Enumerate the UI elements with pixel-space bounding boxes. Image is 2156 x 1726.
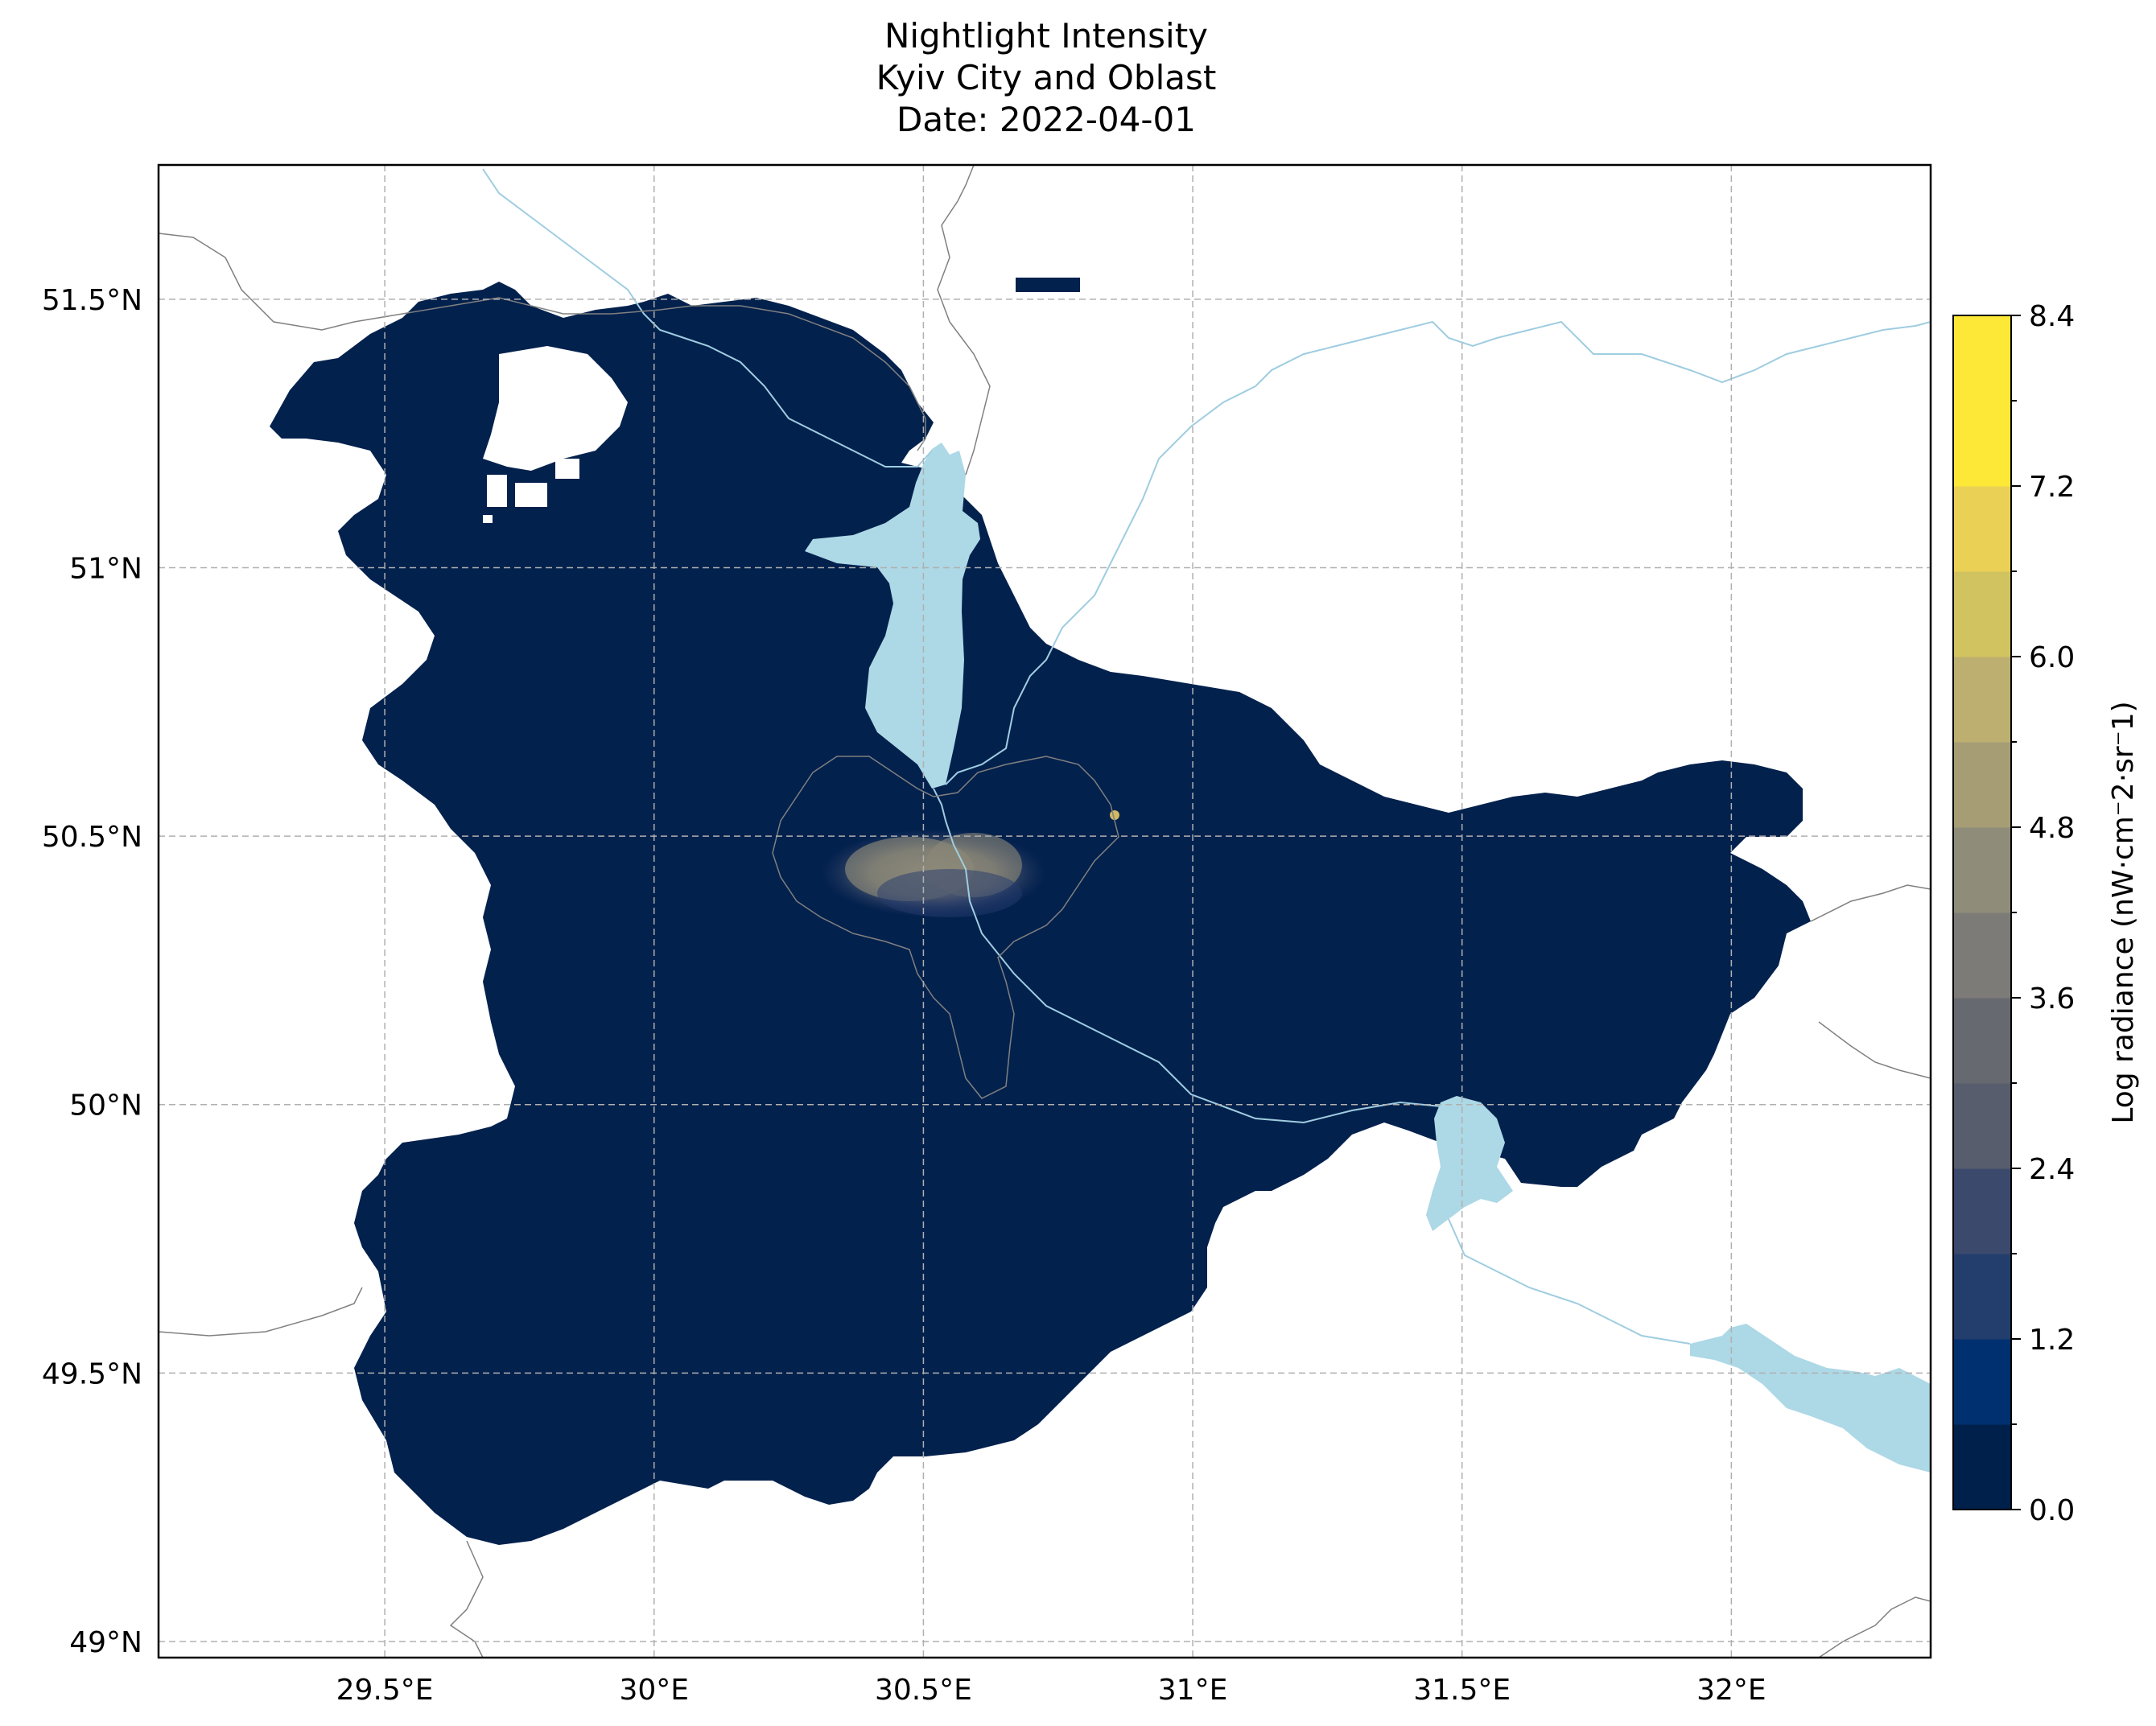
lat-tick-label: 49°N: [69, 1626, 142, 1659]
lon-tick-label: 31.5°E: [1413, 1674, 1511, 1707]
colorbar-bin: [1953, 998, 2011, 1084]
map-frame: [157, 163, 1932, 1659]
colorbar-bin: [1953, 827, 2011, 913]
no-data-patches: [483, 346, 628, 523]
colorbar-tick-label: 6.0: [2029, 641, 2075, 674]
colorbar-bin: [1953, 1424, 2011, 1510]
lat-tick-label: 50°N: [69, 1090, 142, 1123]
colorbar: [1953, 315, 2011, 1510]
colorbar-bin: [1953, 315, 2011, 402]
map-title-line3: Date: 2022-04-01: [897, 100, 1196, 139]
lon-tick-labels: 29.5°E 30°E 30.5°E 31°E 31.5°E 32°E: [336, 1674, 1766, 1707]
colorbar-tick-label: 3.6: [2029, 982, 2075, 1015]
colorbar-bin: [1953, 571, 2011, 657]
lat-tick-label: 51°N: [69, 552, 142, 585]
map-title-line1: Nightlight Intensity: [884, 16, 1209, 56]
rivers: [482, 168, 1931, 1345]
colorbar-bin: [1953, 657, 2011, 743]
lon-tick-label: 30°E: [619, 1674, 689, 1707]
colorbar-bin: [1953, 1254, 2011, 1340]
colorbar-tick-label: 4.8: [2029, 812, 2075, 845]
colorbar-bin: [1953, 742, 2011, 828]
kaniv-reservoir: [1426, 1096, 1513, 1231]
borders: [159, 165, 1931, 1658]
colorbar-bin: [1953, 1168, 2011, 1254]
colorbar-bin: [1953, 912, 2011, 999]
lon-tick-label: 30.5°E: [875, 1674, 972, 1707]
colorbar-label: Log radiance (nW·cm⁻2·sr⁻1): [2107, 701, 2140, 1123]
lat-tick-labels: 49°N 49.5°N 50°N 50.5°N 51°N 51.5°N: [42, 284, 142, 1659]
colorbar-ticks: 0.0 1.2 2.4 3.6 4.8 6.0 7.2 8.4: [2011, 300, 2075, 1527]
gridlines: [159, 165, 1931, 1658]
colorbar-bin: [1953, 486, 2011, 572]
lon-tick-label: 31°E: [1158, 1674, 1228, 1707]
lon-tick-label: 29.5°E: [336, 1674, 434, 1707]
map-title-line2: Kyiv City and Oblast: [876, 58, 1217, 97]
colorbar-tick-label: 1.2: [2029, 1324, 2075, 1357]
lat-tick-label: 51.5°N: [42, 284, 142, 317]
lat-tick-label: 49.5°N: [42, 1357, 142, 1390]
colorbar-tick-label: 0.0: [2029, 1494, 2075, 1527]
colorbar-tick-label: 7.2: [2029, 471, 2075, 504]
oblast-patch: [1016, 278, 1080, 292]
lat-tick-label: 50.5°N: [42, 821, 142, 854]
kyiv-outer-glow: [877, 869, 1022, 917]
colorbar-bin: [1953, 1339, 2011, 1425]
kyiv-reservoir: [805, 443, 980, 789]
lon-tick-label: 32°E: [1696, 1674, 1766, 1707]
colorbar-bin: [1953, 401, 2011, 487]
oblast-region: [270, 282, 1811, 1545]
colorbar-bin: [1953, 1083, 2011, 1169]
kremenchuk-reservoir: [1690, 1324, 1931, 1473]
colorbar-tick-label: 2.4: [2029, 1153, 2075, 1186]
colorbar-tick-label: 8.4: [2029, 300, 2075, 333]
